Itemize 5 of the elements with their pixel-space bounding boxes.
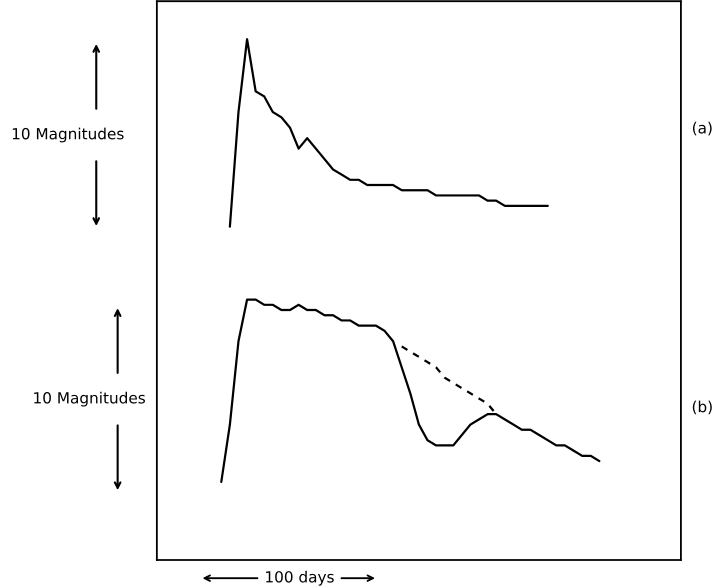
text: 100 days: [266, 570, 334, 586]
text: (b): [692, 400, 712, 414]
text: 10 Magnitudes: [12, 128, 124, 142]
text: 10 Magnitudes: [34, 392, 145, 407]
text: (a): [692, 122, 712, 136]
